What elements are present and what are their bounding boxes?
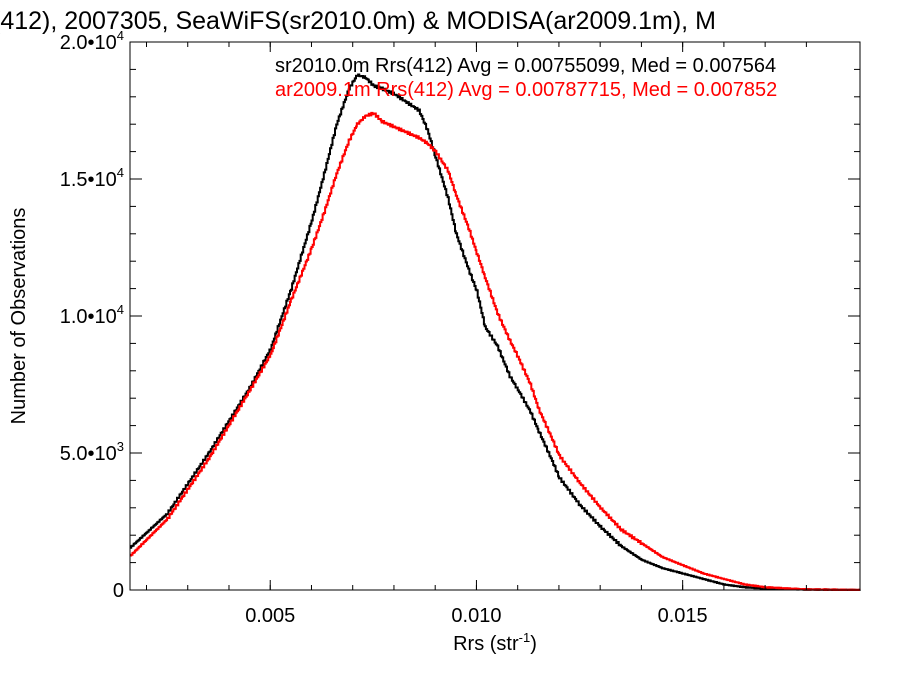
x-axis-title-superscript: -1 [519,630,531,645]
series-line-red [130,111,861,591]
y-tick-label: 5.0•103 [60,439,124,465]
y-tick-label: 2.0•104 [60,28,124,54]
x-tick-label: 0.005 [245,605,295,627]
series-line-black [130,73,861,591]
x-axis-title-text: Rrs (str [453,633,519,655]
x-tick-label: 0.015 [658,605,708,627]
x-axis-title-end: ) [530,633,537,655]
y-axis-title: Number of Observations [8,208,30,425]
series-layer [130,73,861,591]
legend-entry: sr2010.0m Rrs(412) Avg = 0.00755099, Med… [275,55,776,77]
y-tick-label: 0 [113,580,124,602]
y-tick-label: 1.5•104 [60,165,124,191]
chart-title: (412), 2007305, SeaWiFS(sr2010.0m) & MOD… [0,7,716,35]
y-tick-label: 1.0•104 [60,302,124,328]
x-tick-label: 0.010 [451,605,501,627]
x-axis-title: Rrs (str-1) [453,630,537,655]
plot-frame [129,41,861,591]
tick-layer: 0.005 0.010 0.015 0 5.0•103 1.0•104 1.5•104 2.0… [60,28,860,627]
legend: sr2010.0m Rrs(412) Avg = 0.00755099, Med… [275,55,777,101]
legend-entry: ar2009.1m Rrs(412) Avg = 0.00787715, Med… [275,79,777,101]
